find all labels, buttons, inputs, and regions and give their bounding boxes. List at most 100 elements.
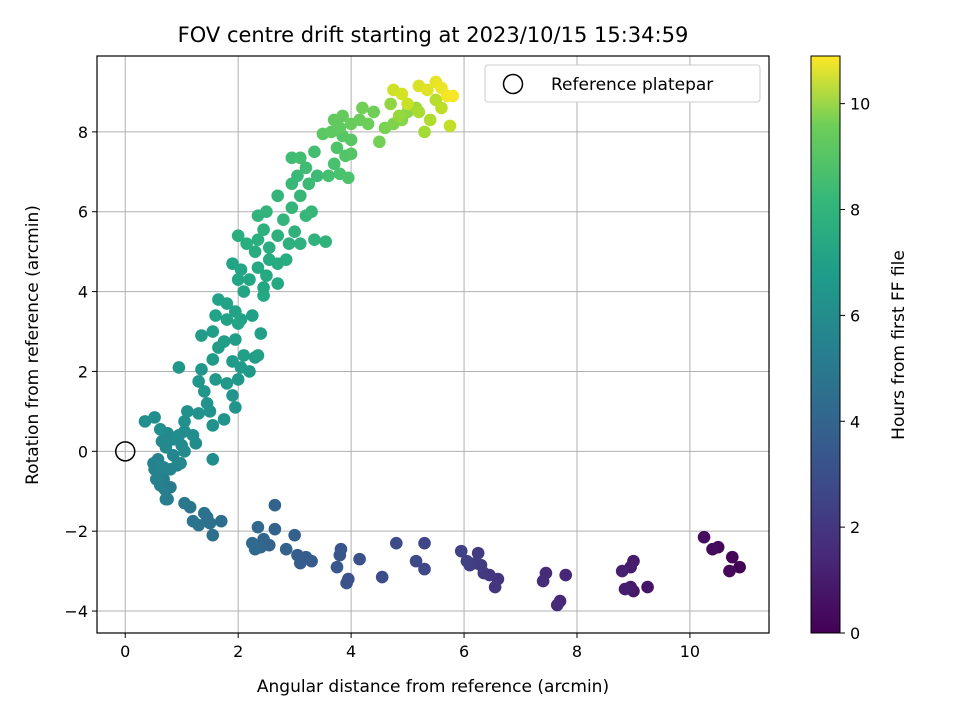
data-point — [181, 405, 194, 418]
chart-title: FOV centre drift starting at 2023/10/15 … — [178, 23, 689, 47]
data-point — [220, 377, 234, 390]
data-point — [260, 205, 273, 219]
data-point — [174, 456, 187, 470]
data-point — [733, 560, 746, 574]
data-point — [226, 355, 239, 368]
data-point — [254, 327, 268, 340]
y-axis-label: Rotation from reference (arcmin) — [23, 205, 43, 485]
data-point — [206, 325, 220, 338]
data-point — [536, 574, 550, 588]
data-point — [229, 305, 242, 318]
data-point — [327, 157, 341, 171]
y-tick-label: 2 — [78, 362, 88, 381]
data-point — [305, 205, 318, 219]
x-axis-ticks: 0 2 4 6 8 10 — [120, 633, 700, 661]
data-point — [435, 101, 448, 115]
x-tick-label: 4 — [346, 642, 356, 661]
data-point — [697, 530, 711, 544]
data-point — [178, 415, 191, 428]
data-point — [248, 245, 262, 258]
data-point — [231, 229, 245, 242]
data-point — [356, 101, 369, 115]
data-point — [203, 405, 217, 418]
data-point — [138, 415, 152, 428]
data-point — [243, 273, 256, 286]
data-point — [271, 229, 285, 242]
data-point — [723, 564, 736, 578]
data-point — [220, 297, 234, 310]
data-point — [262, 241, 276, 254]
data-point — [641, 580, 654, 594]
y-tick-label: −2 — [64, 522, 88, 541]
colorbar-label: Hours from first FF file — [889, 250, 909, 440]
data-point — [226, 389, 239, 402]
data-point — [279, 253, 293, 266]
data-point — [229, 333, 242, 346]
y-tick-label: 6 — [78, 203, 88, 222]
data-point — [186, 514, 200, 528]
legend-entry-reference-platepar: Reference platepar — [551, 75, 713, 95]
data-point — [195, 363, 208, 376]
data-point — [229, 401, 242, 414]
data-point — [159, 492, 173, 506]
data-point — [257, 289, 270, 302]
data-point — [330, 141, 344, 155]
legend: Reference platepar — [484, 64, 761, 103]
x-tick-label: 10 — [680, 642, 700, 661]
data-point — [418, 562, 431, 576]
data-point — [237, 349, 251, 362]
data-point — [231, 273, 245, 286]
plot-frame — [96, 55, 770, 634]
colorbar-ticks: 0 2 4 6 8 10 — [840, 95, 870, 643]
data-point — [550, 598, 564, 612]
data-point — [725, 550, 739, 564]
y-tick-label: 8 — [78, 123, 88, 142]
data-point — [251, 520, 265, 534]
data-point — [460, 554, 474, 568]
data-point — [206, 419, 220, 432]
data-point — [322, 169, 335, 183]
data-point — [220, 313, 234, 326]
data-point — [153, 423, 167, 436]
data-point — [409, 554, 423, 568]
data-point — [291, 169, 304, 183]
data-point — [234, 263, 248, 276]
x-tick-label: 8 — [572, 642, 582, 661]
data-point — [293, 151, 307, 165]
colorbar: 0 2 4 6 8 10 Hours from first FF file — [810, 55, 909, 643]
data-point — [308, 233, 321, 246]
y-axis-ticks: −4 −2 0 2 4 6 8 — [64, 123, 97, 621]
data-point — [336, 109, 349, 123]
data-point — [706, 542, 719, 556]
legend-marker — [502, 73, 524, 95]
data-point — [340, 576, 353, 590]
data-point — [423, 113, 437, 127]
data-point — [192, 375, 205, 388]
data-point — [344, 147, 358, 161]
data-point — [418, 536, 431, 550]
colorbar-tick-label: 10 — [850, 95, 870, 114]
data-point — [454, 544, 468, 558]
data-point — [271, 277, 285, 290]
data-point — [375, 570, 389, 584]
data-point — [618, 582, 632, 596]
colorbar-gradient — [810, 55, 841, 634]
data-point — [418, 125, 431, 139]
y-tick-label: 4 — [78, 283, 88, 302]
data-point — [308, 145, 321, 159]
data-point — [341, 171, 355, 185]
grid-lines — [97, 56, 769, 633]
data-point — [319, 235, 333, 248]
legend-box — [484, 64, 761, 103]
data-point — [310, 169, 324, 183]
data-point — [471, 546, 485, 560]
data-point — [268, 498, 282, 512]
data-point — [268, 522, 282, 536]
data-point — [245, 536, 259, 550]
data-point — [443, 119, 457, 133]
x-tick-label: 0 — [120, 642, 130, 661]
data-point — [231, 317, 245, 330]
data-point — [192, 407, 205, 420]
data-point — [344, 133, 358, 147]
